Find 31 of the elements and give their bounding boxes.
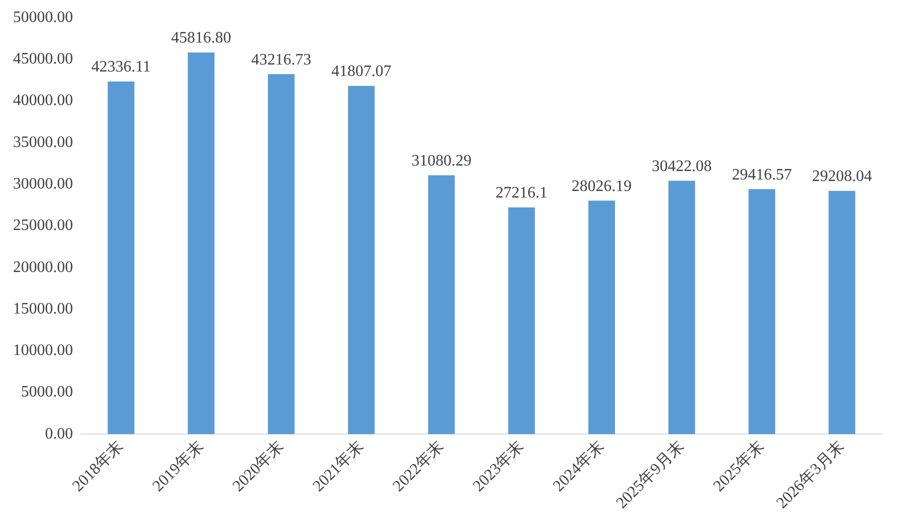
y-tick-label: 0.00	[45, 425, 73, 442]
bar	[188, 52, 214, 434]
bar	[668, 180, 696, 434]
y-tick-label: 35000.00	[13, 134, 73, 151]
data-label: 43216.73	[251, 51, 312, 68]
data-label: 27216.1	[496, 184, 548, 202]
bar	[588, 200, 615, 434]
data-label: 45816.80	[171, 30, 232, 47]
y-tick-label: 20000.00	[13, 258, 73, 276]
data-label: 42336.11	[91, 58, 151, 76]
bar	[268, 74, 295, 434]
data-label: 29416.57	[732, 166, 792, 184]
data-label: 30422.08	[652, 158, 712, 175]
y-tick-label: 5000.00	[21, 384, 73, 401]
data-label: 28026.19	[572, 178, 632, 195]
bar	[428, 175, 455, 434]
bar	[108, 81, 134, 434]
data-label: 41807.07	[331, 63, 392, 80]
y-tick-label: 30000.00	[13, 175, 73, 192]
bar	[748, 189, 776, 434]
y-tick-label: 45000.00	[13, 50, 73, 68]
data-label: 29208.04	[812, 168, 872, 186]
y-tick-label: 10000.00	[13, 342, 73, 360]
bar	[508, 207, 535, 434]
bar	[828, 190, 856, 434]
bar	[348, 86, 375, 434]
y-tick-label: 25000.00	[13, 217, 73, 234]
y-tick-label: 15000.00	[13, 300, 73, 318]
y-tick-label: 40000.00	[13, 92, 73, 110]
data-label: 31080.29	[411, 152, 472, 170]
y-tick-label: 50000.00	[13, 8, 73, 26]
